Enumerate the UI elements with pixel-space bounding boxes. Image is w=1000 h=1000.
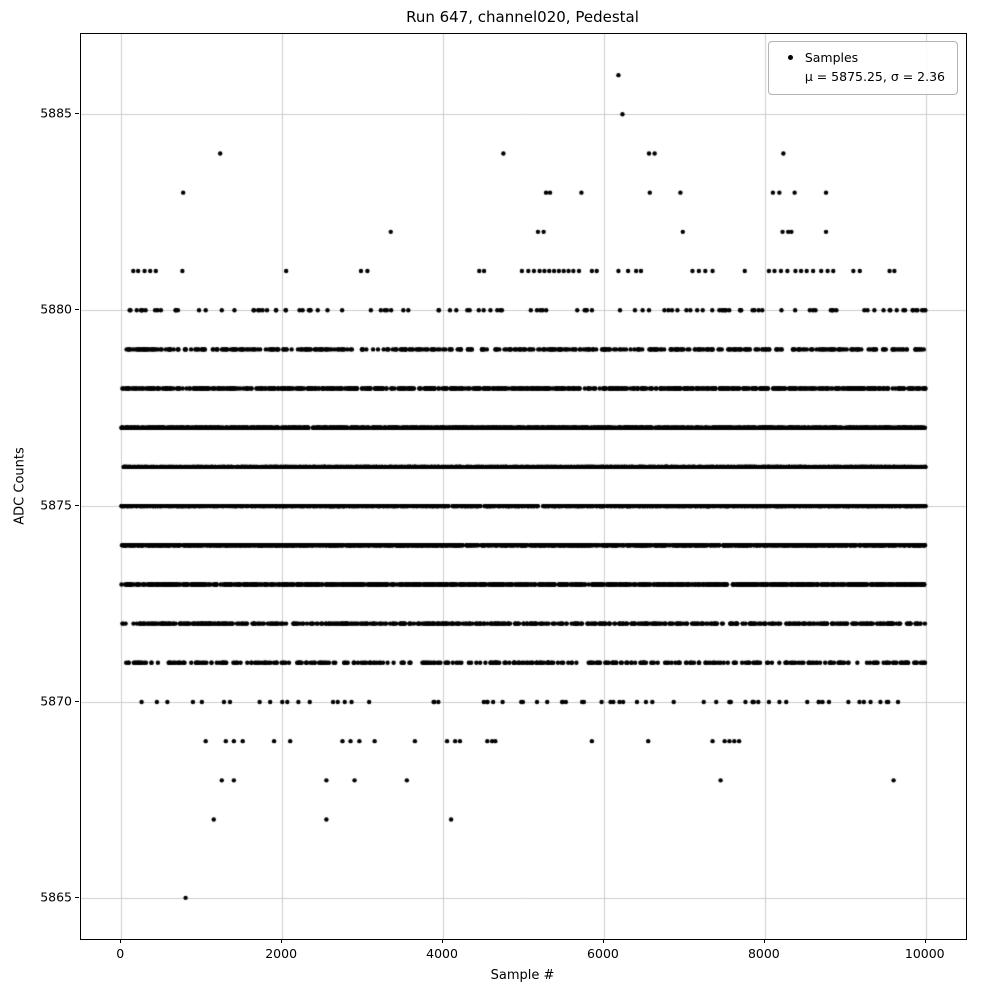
y-tick-label: 5875 (40, 497, 72, 513)
x-tick-label: 0 (116, 946, 125, 961)
legend-marker-dot (777, 55, 805, 61)
sample-dot-icon (788, 55, 794, 61)
legend-entry-stats: μ = 5875.25, σ = 2.36 (777, 67, 945, 86)
legend-label-samples: Samples (804, 50, 859, 65)
y-tick-label: 5865 (40, 889, 72, 905)
legend: Samples μ = 5875.25, σ = 2.36 (767, 41, 958, 95)
x-tick-label: 2000 (265, 946, 298, 961)
x-tick-mark (602, 939, 604, 943)
y-axis-label: ADC Counts (12, 447, 28, 525)
x-tick-label: 6000 (587, 946, 619, 961)
x-tick-label: 8000 (747, 946, 780, 961)
y-tick-mark (75, 896, 79, 898)
y-tick-mark (75, 505, 79, 507)
x-tick-mark (120, 939, 122, 943)
x-tick-mark (924, 939, 926, 943)
x-tick-mark (442, 939, 444, 943)
y-tick-label: 5885 (40, 105, 72, 121)
y-tick-mark (75, 309, 79, 311)
x-tick-label: 4000 (426, 946, 458, 961)
plot-area (80, 33, 967, 940)
chart-title: Run 647, channel020, Pedestal (406, 8, 639, 26)
y-tick-mark (75, 113, 79, 115)
x-tick-mark (281, 939, 283, 943)
x-tick-mark (763, 939, 765, 943)
y-tick-mark (75, 700, 79, 702)
x-axis-label: Sample # (490, 968, 555, 983)
scatter-canvas (81, 34, 966, 939)
y-tick-label: 5880 (40, 301, 72, 317)
legend-label-stats: μ = 5875.25, σ = 2.36 (804, 69, 945, 85)
legend-entry-samples: Samples (777, 48, 945, 67)
x-tick-label: 10000 (904, 946, 945, 961)
y-tick-label: 5870 (40, 693, 72, 709)
